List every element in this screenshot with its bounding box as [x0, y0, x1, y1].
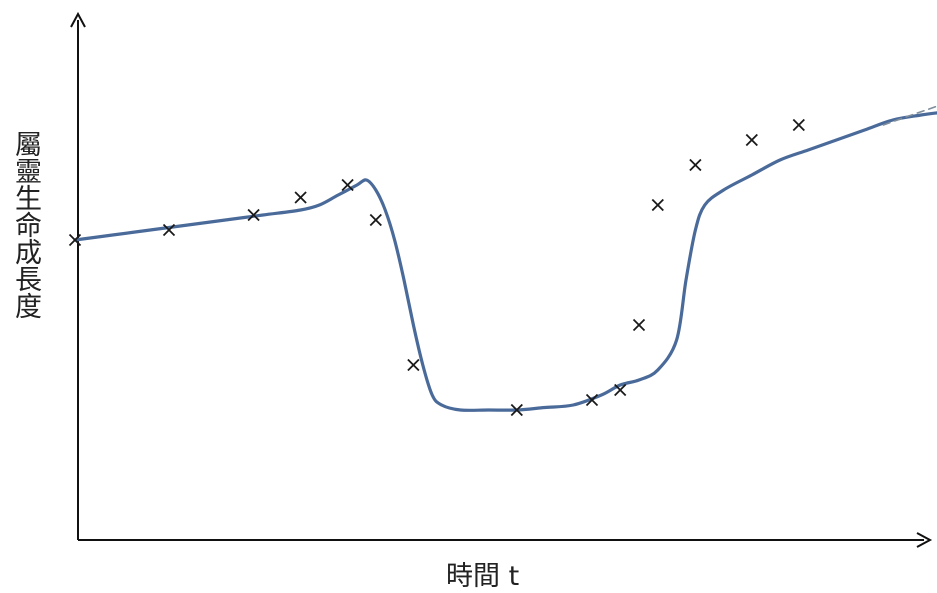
- data-point-marker: [341, 178, 354, 192]
- data-point-marker: [162, 223, 176, 237]
- data-point-marker: [689, 158, 702, 172]
- data-point-marker: [247, 208, 260, 222]
- data-point-marker: [792, 118, 805, 132]
- y-axis-arrow: [70, 11, 86, 28]
- data-point-marker: [369, 213, 382, 227]
- data-point-marker: [614, 383, 627, 397]
- x-axis-arrow: [916, 532, 933, 548]
- x-axis-label: 時間 t: [446, 561, 520, 592]
- axes: [70, 11, 933, 548]
- data-point-marker: [68, 233, 82, 247]
- data-point-marker: [294, 191, 307, 204]
- data-point-marker: [632, 318, 646, 332]
- data-point-marker: [407, 358, 420, 372]
- series-layer: [73, 105, 937, 412]
- marker-layer: [68, 118, 805, 417]
- projection-line: [882, 105, 937, 126]
- y-axis-label: 屬靈生命成長度: [10, 130, 41, 319]
- growth-curve-line: [73, 111, 937, 412]
- data-point-marker: [585, 393, 599, 407]
- data-point-marker: [745, 133, 758, 147]
- data-point-marker: [651, 198, 664, 212]
- data-point-marker: [510, 403, 523, 417]
